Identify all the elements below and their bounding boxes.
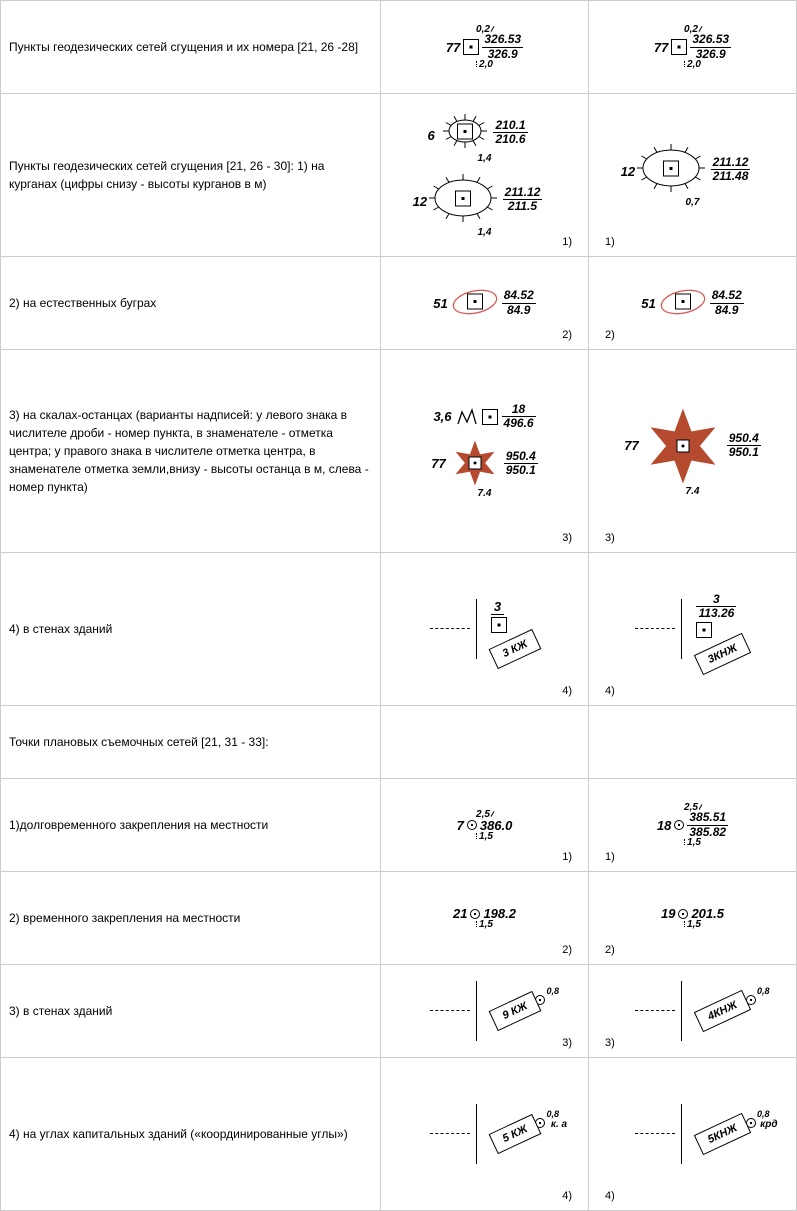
description-cell: Пункты геодезических сетей сгущения и их… — [1, 1, 381, 94]
description-cell: 2) временного закрепления на местности — [1, 872, 381, 965]
description-cell: Точки плановых съемочных сетей [21, 31 -… — [1, 706, 381, 779]
symbol-cell-1: 3,618496.677950.4950.17.43) — [381, 350, 589, 553]
symbol-cell-2: 2,518385.51385.821,51) — [589, 779, 797, 872]
table-row: Точки плановых съемочных сетей [21, 31 -… — [1, 706, 797, 779]
table-row: 4) в стенах зданий33 КЖ4)3113.263КНЖ4) — [1, 553, 797, 706]
description-cell: Пункты геодезических сетей сгущения [21,… — [1, 94, 381, 257]
symbol-cell-2: 12211.12211.480,71) — [589, 94, 797, 257]
symbol-cell-1: 2,57386.01,51) — [381, 779, 589, 872]
symbol-cell-2: 0,8крд5КНЖ4) — [589, 1058, 797, 1211]
table-row: 4) на углах капитальных зданий («координ… — [1, 1058, 797, 1211]
symbol-cell-2: 3113.263КНЖ4) — [589, 553, 797, 706]
symbol-cell-2: 77950.4950.17.43) — [589, 350, 797, 553]
symbol-cell-2: 0,84КНЖ3) — [589, 965, 797, 1058]
symbol-cell-2: 19201.51,52) — [589, 872, 797, 965]
symbol-cell-1: 6210.1210.61,412211.12211.51,41) — [381, 94, 589, 257]
description-cell: 4) в стенах зданий — [1, 553, 381, 706]
symbol-cell-2 — [589, 706, 797, 779]
description-cell: 3) на скалах-останцах (варианты надписей… — [1, 350, 381, 553]
description-cell: 1)долговременного закрепления на местнос… — [1, 779, 381, 872]
symbol-cell-2: 5184.5284.92) — [589, 257, 797, 350]
table-row: 2) на естественных буграх5184.5284.92)51… — [1, 257, 797, 350]
symbol-cell-1: 0,8к. а5 КЖ4) — [381, 1058, 589, 1211]
table-row: Пункты геодезических сетей сгущения [21,… — [1, 94, 797, 257]
symbols-table: Пункты геодезических сетей сгущения и их… — [0, 0, 797, 1211]
symbol-cell-1: 0,89 КЖ3) — [381, 965, 589, 1058]
description-cell: 4) на углах капитальных зданий («координ… — [1, 1058, 381, 1211]
table-row: 2) временного закрепления на местности21… — [1, 872, 797, 965]
table-row: Пункты геодезических сетей сгущения и их… — [1, 1, 797, 94]
description-cell: 3) в стенах зданий — [1, 965, 381, 1058]
symbol-cell-1: 0,277326.53326.92,0 — [381, 1, 589, 94]
symbol-cell-1: 21198.21,52) — [381, 872, 589, 965]
description-cell: 2) на естественных буграх — [1, 257, 381, 350]
table-row: 3) на скалах-останцах (варианты надписей… — [1, 350, 797, 553]
symbol-cell-1: 5184.5284.92) — [381, 257, 589, 350]
symbol-cell-1 — [381, 706, 589, 779]
table-row: 1)долговременного закрепления на местнос… — [1, 779, 797, 872]
table-row: 3) в стенах зданий0,89 КЖ3)0,84КНЖ3) — [1, 965, 797, 1058]
symbol-cell-2: 0,277326.53326.92,0 — [589, 1, 797, 94]
symbol-cell-1: 33 КЖ4) — [381, 553, 589, 706]
